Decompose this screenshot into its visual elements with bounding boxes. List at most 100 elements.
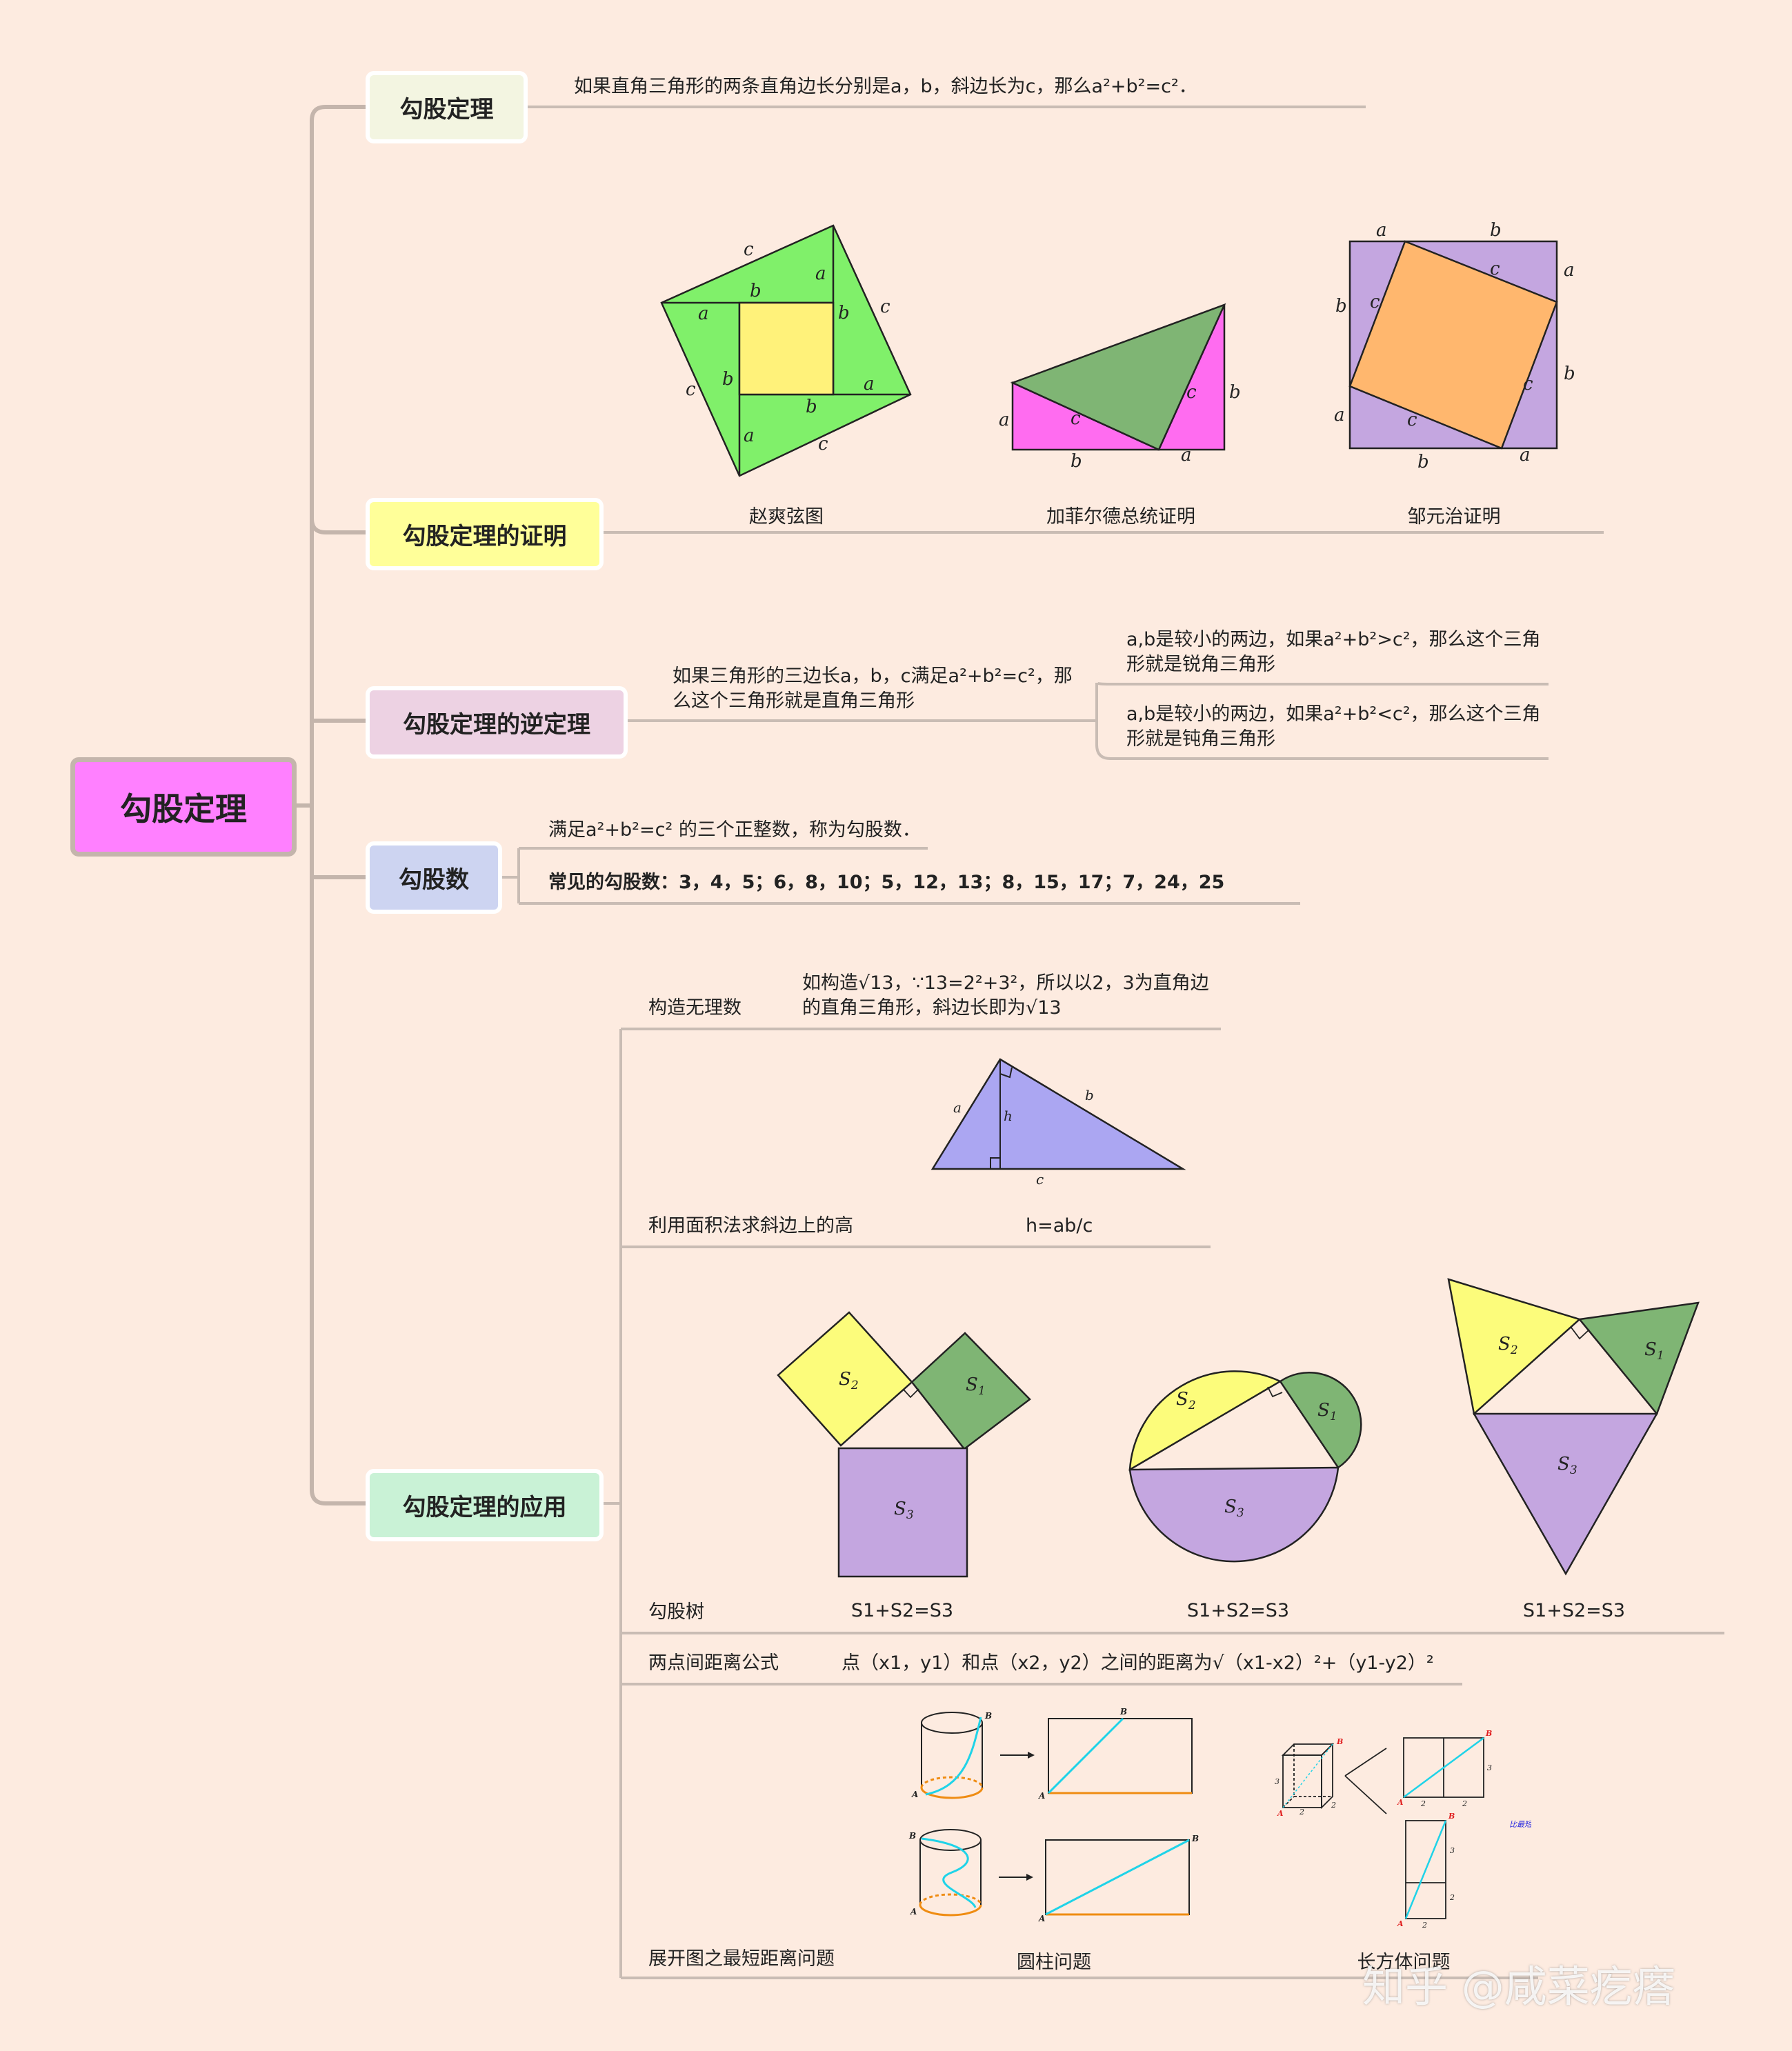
zs-b2: b (838, 303, 850, 323)
unfold-cylinder-caption: 圆柱问题 (1017, 1952, 1091, 1973)
sq-s2: S2 (839, 1369, 859, 1392)
caption-zhao-shuang: 赵爽弦图 (749, 506, 824, 528)
triples-definition: 满足a²+b²=c² 的三个正整数，称为勾股数． (548, 819, 921, 841)
cub-b1: B (1336, 1737, 1343, 1746)
cyl-b3: B (908, 1831, 916, 1841)
theorem-text: 如果直角三角形的两条直角边长分别是a，b，斜边长为c，那么a²+b²=c²． (574, 76, 1197, 97)
cub-3c: 3 (1450, 1846, 1455, 1855)
gf-a2: a (1181, 445, 1192, 466)
branch-proof[interactable]: 勾股定理的证明 (366, 498, 604, 570)
zy-c4: c (1407, 410, 1417, 430)
branch-triples[interactable]: 勾股数 (366, 841, 502, 914)
tree-formula-semicircles: S1+S2=S3 (1186, 1600, 1290, 1621)
branch-converse[interactable]: 勾股定理的逆定理 (366, 686, 628, 759)
cyl-a4: A (1038, 1914, 1045, 1923)
altitude-triangle-figure: a h b c (930, 1058, 1186, 1188)
alt-h: h (1004, 1108, 1013, 1124)
cub-2a: 2 (1299, 1808, 1304, 1817)
triples-common: 常见的勾股数：3，4，5；6，8，10；5，12，13；8，15，17；7，24… (548, 872, 1225, 893)
zs-b4: b (806, 397, 817, 417)
tree-squares-figure: S2 S1 S3 (777, 1311, 1031, 1578)
tr-s3: S3 (1557, 1454, 1577, 1477)
cyl-b1: B (984, 1711, 992, 1721)
branch-converse-label: 勾股定理的逆定理 (403, 711, 590, 739)
cuboid-unfold-figure: B A 3 2 2 B A 3 2 2 B A 3 2 2 比最短 (1275, 1729, 1531, 1928)
altitude-label: 利用面积法求斜边上的高 (648, 1215, 853, 1237)
branch-application[interactable]: 勾股定理的应用 (366, 1469, 604, 1541)
zs-b3: b (722, 369, 734, 390)
zy-c2: c (1370, 292, 1380, 312)
cyl-a1: A (911, 1790, 918, 1799)
zy-a4: a (1520, 445, 1531, 466)
watermark: 知乎 @咸菜疙瘩 (1362, 1961, 1675, 2012)
sq-s1: S1 (966, 1374, 986, 1398)
converse-text: 如果三角形的三边长a，b，c满足a²+b²=c²，那么这个三角形就是直角三角形 (673, 666, 1073, 712)
zy-b3: b (1564, 363, 1575, 384)
cub-a1: A (1277, 1809, 1284, 1818)
root-node[interactable]: 勾股定理 (70, 757, 297, 857)
converse-obtuse: a,b是较小的两边，如果a²+b²<c²，那么这个三角形就是钝角三角形 (1126, 703, 1541, 750)
zy-b2: b (1335, 296, 1347, 317)
zy-b4: b (1417, 452, 1429, 472)
cub-a3: A (1397, 1919, 1404, 1928)
gf-b1: b (1071, 451, 1082, 472)
unfold-label: 展开图之最短距离问题 (648, 1948, 835, 1970)
tree-semicircles-figure: S2 S1 S3 (1128, 1370, 1362, 1563)
cyl-a3: A (910, 1907, 917, 1917)
distance-text: 点（x1，y1）和点（x2，y2）之间的距离为√（x1-x2）²+（y1-y2）… (842, 1652, 1434, 1674)
zy-a3: a (1334, 405, 1345, 426)
zy-a1: a (1376, 220, 1387, 241)
cub-a2: A (1397, 1798, 1404, 1807)
zy-b1: b (1490, 220, 1502, 241)
caption-zou-yuanzhi: 邹元治证明 (1407, 506, 1501, 528)
zs-a2: a (698, 303, 709, 324)
cub-2f: 2 (1422, 1921, 1427, 1928)
garfield-figure: a c b c b a (999, 303, 1241, 472)
zs-a3: a (864, 374, 875, 394)
irrational-text: 如构造√13，∵13=2²+3²，所以以2，3为直角边的直角三角形，斜边长即为√… (802, 972, 1209, 1019)
branch-theorem-label: 勾股定理 (399, 96, 494, 123)
sc-s2: S2 (1176, 1389, 1196, 1412)
cub-2b: 2 (1331, 1801, 1336, 1810)
zs-c1: c (744, 239, 754, 260)
branch-theorem[interactable]: 勾股定理 (366, 71, 528, 143)
cub-3a: 3 (1275, 1777, 1280, 1786)
tree-formula-squares: S1+S2=S3 (850, 1600, 954, 1621)
cub-compare: 比最短 (1509, 1820, 1531, 1829)
zs-c4: c (818, 434, 828, 454)
cub-3b: 3 (1487, 1763, 1492, 1772)
root-label: 勾股定理 (120, 790, 247, 828)
zy-c1: c (1490, 259, 1500, 279)
zs-a1: a (815, 263, 826, 284)
cub-2d: 2 (1462, 1799, 1467, 1808)
zhao-shuang-figure: c a b a b c b a c b a c (660, 224, 912, 477)
tree-label: 勾股树 (648, 1601, 704, 1623)
gf-c2: c (1186, 382, 1197, 403)
altitude-formula: h=ab/c (1026, 1215, 1093, 1237)
cub-2e: 2 (1449, 1893, 1455, 1902)
cyl-a2: A (1038, 1791, 1045, 1801)
zs-b1: b (750, 281, 761, 301)
cyl-b2: B (1119, 1707, 1127, 1717)
distance-label: 两点间距离公式 (648, 1652, 779, 1674)
zs-a4: a (744, 426, 755, 446)
zy-a2: a (1564, 260, 1575, 281)
alt-c: c (1036, 1171, 1044, 1188)
sc-s3: S3 (1224, 1497, 1244, 1520)
tree-triangles-figure: S2 S1 S3 (1447, 1278, 1700, 1576)
branch-proof-label: 勾股定理的证明 (402, 523, 567, 550)
gf-c1: c (1071, 408, 1081, 429)
cub-2c: 2 (1420, 1799, 1426, 1808)
tree-formula-triangles: S1+S2=S3 (1522, 1600, 1626, 1621)
zy-c3: c (1523, 374, 1533, 394)
tr-s2: S2 (1498, 1334, 1518, 1357)
converse-acute: a,b是较小的两边，如果a²+b²>c²，那么这个三角形就是锐角三角形 (1126, 629, 1541, 676)
sq-s3: S3 (894, 1499, 914, 1522)
alt-b: b (1085, 1087, 1094, 1103)
alt-a: a (953, 1099, 962, 1116)
zs-c3: c (686, 379, 696, 400)
cub-b2: B (1485, 1729, 1492, 1738)
cub-b3: B (1448, 1812, 1455, 1821)
gf-b2: b (1229, 382, 1241, 403)
